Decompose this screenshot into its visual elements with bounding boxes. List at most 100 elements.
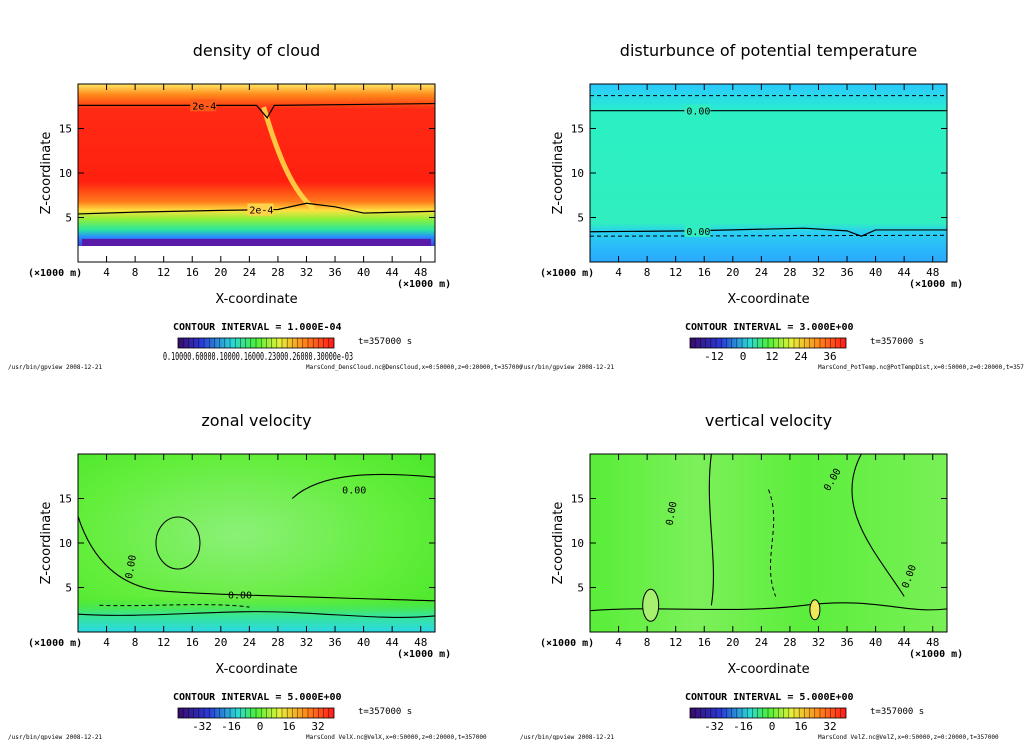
x-unit-label-left: (×1000 m) <box>540 638 594 649</box>
contour-line <box>291 473 436 499</box>
time-label: t=357000 s <box>870 707 924 717</box>
field-fill <box>590 84 947 262</box>
x-unit-label-right: (×1000 m) <box>909 279 963 290</box>
x-tick-label: 4 <box>103 266 110 279</box>
colorbar-tick-label: -32 <box>704 720 724 733</box>
footer-source: MarsCond_VelZ.nc@VelZ,x=0:50000,z=0:2000… <box>818 734 999 740</box>
contour-line <box>708 453 714 606</box>
y-axis-label: Z-coordinate <box>551 132 566 215</box>
footer-date: 2008-12-21 <box>578 734 615 740</box>
contour-line <box>809 599 821 621</box>
footer-program: /usr/bin/gpview <box>520 364 575 371</box>
y-tick-label: 10 <box>59 167 72 180</box>
x-tick-label: 16 <box>186 266 199 279</box>
contour-line <box>851 453 905 597</box>
x-unit-label-right: (×1000 m) <box>909 649 963 660</box>
contour-label-bg <box>190 99 217 112</box>
contour-line <box>77 516 436 602</box>
x-tick-label: 40 <box>869 636 882 649</box>
contour-line <box>77 611 436 618</box>
x-unit-label-left: (×1000 m) <box>28 268 82 279</box>
x-tick-label: 32 <box>812 636 825 649</box>
y-axis-label: Z-coordinate <box>551 502 566 585</box>
colorbar-tick-label: 0 <box>257 720 264 733</box>
cloud-base-band <box>82 238 431 246</box>
x-tick-label: 36 <box>840 266 853 279</box>
contour-interval: CONTOUR INTERVAL = 5.000E+00 <box>685 692 854 703</box>
contour-line-dashed <box>589 234 948 237</box>
contour-line-dashed <box>99 604 250 608</box>
contour-label-bg <box>684 104 711 117</box>
x-tick-label: 44 <box>386 266 400 279</box>
y-tick-label: 15 <box>59 493 72 506</box>
x-tick-label: 28 <box>783 636 796 649</box>
x-tick-label: 24 <box>755 636 769 649</box>
x-tick-label: 48 <box>926 266 939 279</box>
colorbar-tick-label: 36 <box>823 350 836 363</box>
x-tick-label: 8 <box>644 266 651 279</box>
field-fill <box>78 84 435 262</box>
x-tick-label: 32 <box>300 636 313 649</box>
y-tick-label: 10 <box>59 537 72 550</box>
colorbar-tick-label: 16 <box>282 720 295 733</box>
colorbar-tick-label: 32 <box>311 720 324 733</box>
y-tick-label: 15 <box>571 493 584 506</box>
x-unit-label-left: (×1000 m) <box>28 638 82 649</box>
x-tick-label: 48 <box>414 266 427 279</box>
time-label: t=357000 s <box>870 337 924 347</box>
x-tick-label: 4 <box>615 266 622 279</box>
colorbar-tick-label: 12 <box>765 350 778 363</box>
time-label: t=357000 s <box>358 337 412 347</box>
footer-source: MarsCond_PotTemp.nc@PotTempDist,x=0:5000… <box>818 364 1024 371</box>
contour-label: 0.00 <box>342 486 366 497</box>
footer-program: /usr/bin/gpview <box>8 364 63 371</box>
cloud-free-band <box>78 245 435 262</box>
plot-title: vertical velocity <box>705 411 832 430</box>
contour-label: 2e-4 <box>249 205 273 216</box>
x-tick-label: 24 <box>243 636 257 649</box>
colorbar-tick-label: 24 <box>794 350 808 363</box>
y-axis-label: Z-coordinate <box>39 132 54 215</box>
x-tick-label: 28 <box>783 266 796 279</box>
footer-source: MarsCond_VelX.nc@VelX,x=0:50000,z=0:2000… <box>306 734 487 740</box>
colorbar-tick-label: -32 <box>192 720 212 733</box>
x-tick-label: 44 <box>386 636 400 649</box>
x-tick-label: 48 <box>414 636 427 649</box>
colorbar-tick-label: -16 <box>733 720 753 733</box>
contour-label: 2e-4 <box>192 101 216 112</box>
y-tick-label: 5 <box>577 582 584 595</box>
y-tick-label: 5 <box>65 212 72 225</box>
plot-title: disturbunce of potential temperature <box>620 41 917 60</box>
plot-title: zonal velocity <box>201 411 311 430</box>
x-tick-label: 16 <box>698 636 711 649</box>
x-tick-label: 12 <box>669 266 682 279</box>
x-tick-label: 12 <box>669 636 682 649</box>
x-tick-label: 48 <box>926 636 939 649</box>
contour-line <box>642 588 660 622</box>
x-tick-label: 24 <box>243 266 257 279</box>
x-axis-label: X-coordinate <box>727 292 809 307</box>
panel-2: disturbunce of potential temperature 0.00… <box>520 41 1024 371</box>
footer-date: 2008-12-21 <box>66 734 103 740</box>
x-tick-label: 4 <box>615 636 622 649</box>
x-tick-label: 32 <box>812 266 825 279</box>
x-unit-label-right: (×1000 m) <box>397 649 451 660</box>
contour-label: 0.00 <box>686 107 710 118</box>
x-tick-label: 44 <box>898 266 912 279</box>
colorbar-tick-label: -16 <box>221 720 241 733</box>
x-axis-label: X-coordinate <box>727 662 809 677</box>
y-tick-label: 10 <box>571 167 584 180</box>
x-unit-label-right: (×1000 m) <box>397 279 451 290</box>
x-tick-label: 40 <box>869 266 882 279</box>
x-axis-label: X-coordinate <box>215 292 297 307</box>
y-tick-label: 15 <box>571 123 584 136</box>
x-tick-label: 20 <box>214 266 227 279</box>
y-tick-label: 15 <box>59 123 72 136</box>
contour-label: 0.00 <box>124 554 139 580</box>
plume-streak <box>261 106 316 211</box>
lower-shear-layer <box>78 596 435 632</box>
footer-source: MarsCond_DensCloud.nc@DensCloud,x=0:5000… <box>306 364 523 371</box>
x-unit-label-left: (×1000 m) <box>540 268 594 279</box>
